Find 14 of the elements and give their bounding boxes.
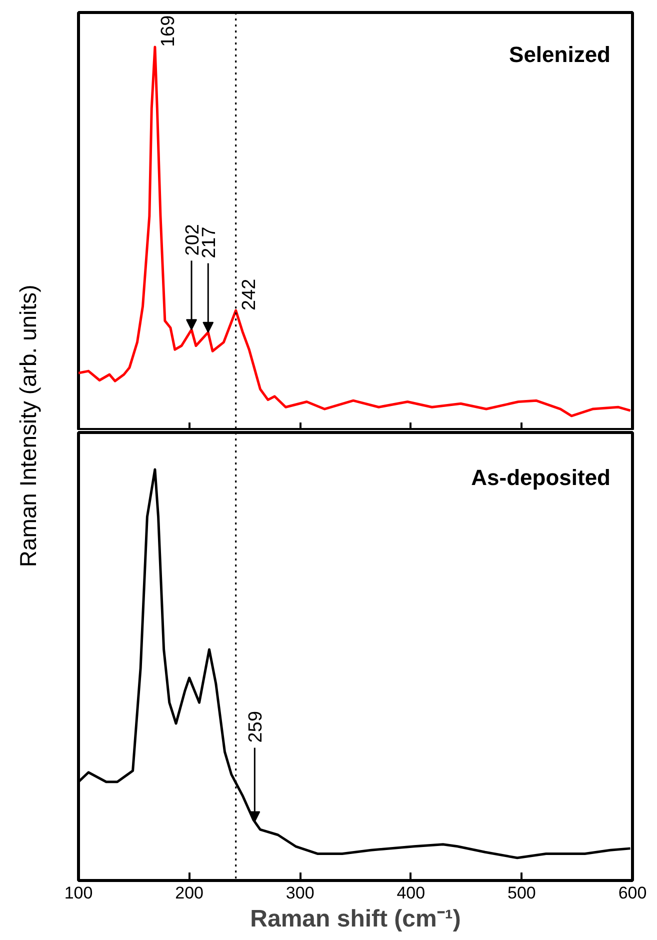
- x-tick-label: 600: [618, 884, 647, 902]
- x-tick-label: 300: [286, 884, 314, 902]
- x-tick-label: 400: [396, 884, 426, 902]
- chart-title: As-deposited: [471, 464, 611, 490]
- x-tick-label: 100: [64, 884, 93, 902]
- annotation: 242: [238, 278, 260, 310]
- annotation: 169: [158, 15, 179, 48]
- annotation: 259: [246, 710, 267, 743]
- chart-title: Selenized: [509, 42, 611, 67]
- x-tick-label: 500: [508, 884, 536, 902]
- x-tick-label: 200: [175, 884, 204, 902]
- x-axis-title: Raman shift (cm⁻¹): [250, 906, 461, 932]
- y-axis-title: Raman Intensity (arb. units): [15, 284, 41, 568]
- annotation: 217: [199, 226, 220, 258]
